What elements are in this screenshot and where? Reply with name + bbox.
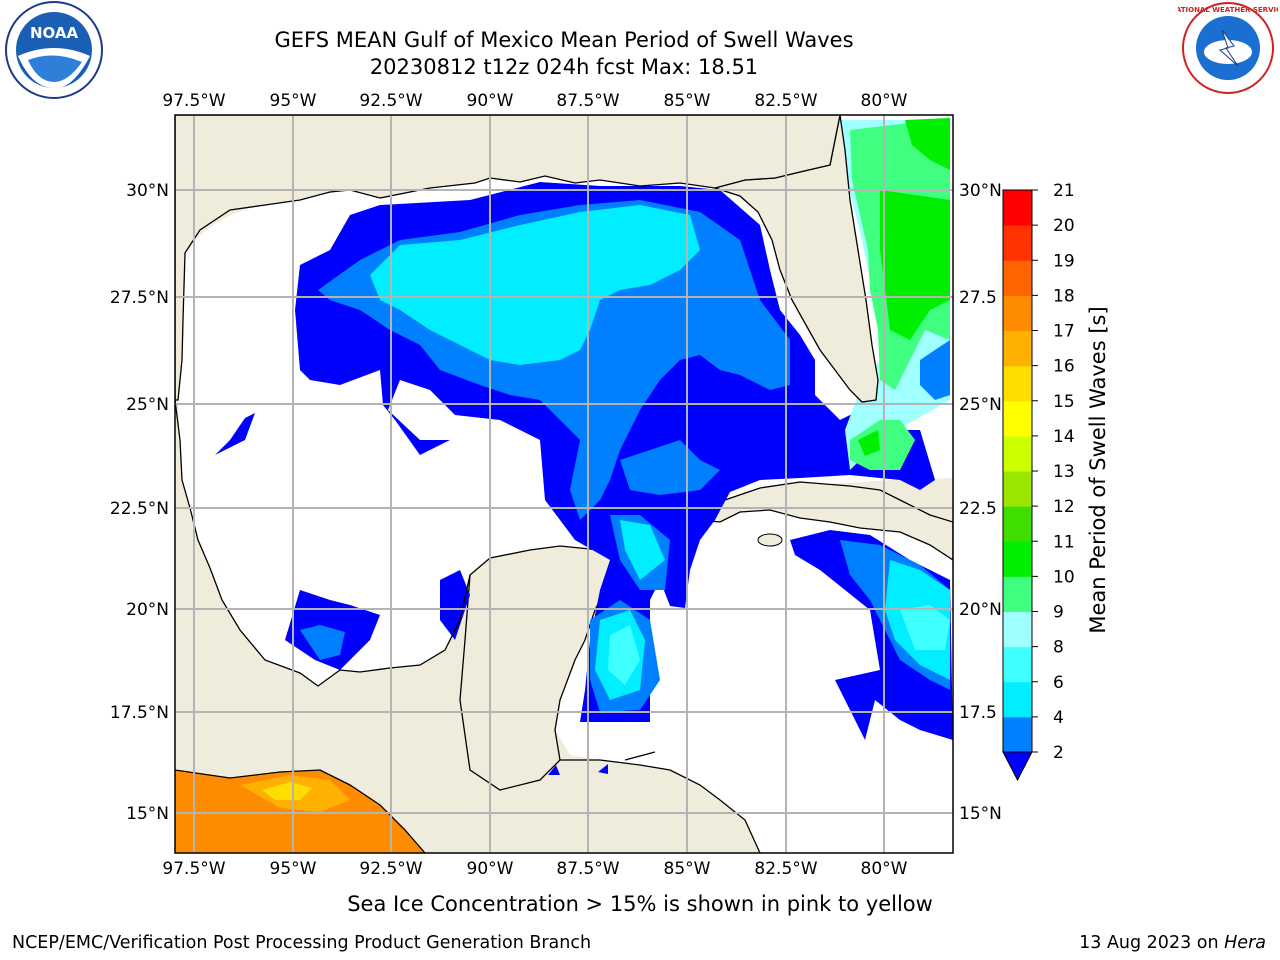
- colorbar-tick-label: 4: [1053, 708, 1064, 728]
- colorbar-tick-label: 2: [1053, 743, 1064, 763]
- colorbar-tick-label: 6: [1053, 673, 1064, 693]
- colorbar-tick-label: 11: [1053, 532, 1075, 552]
- lon-label-top: 82.5°W: [754, 91, 817, 111]
- lon-label-bottom: 95°W: [270, 859, 317, 879]
- lon-label-top: 95°W: [270, 91, 317, 111]
- us-gulf-coast: [175, 115, 841, 401]
- colorbar-segment: [1003, 716, 1032, 753]
- lat-label-right: 20°N: [959, 600, 1002, 620]
- colorbar-tick-label: 19: [1053, 251, 1075, 271]
- chart-subtitle: 20230812 t12z 024h fcst Max: 18.51: [369, 55, 759, 79]
- colorbar-label: Mean Period of Swell Waves [s]: [1086, 306, 1110, 633]
- lat-label-left: 15°N: [126, 804, 169, 824]
- lon-label-bottom: 97.5°W: [162, 859, 225, 879]
- colorbar-tick-label: 8: [1053, 638, 1064, 658]
- colorbar-segment: [1003, 611, 1032, 648]
- host-name: Hera: [1224, 933, 1266, 953]
- colorbar-segment: [1003, 295, 1032, 331]
- colorbar-tick-label: 16: [1053, 357, 1075, 377]
- credit-left: NCEP/EMC/Verification Post Processing Pr…: [12, 933, 592, 953]
- map-panel: [175, 115, 953, 853]
- colorbar-segment: [1003, 365, 1032, 402]
- lat-label-left: 30°N: [126, 181, 169, 201]
- lat-label-right: 17.5: [959, 703, 997, 723]
- lon-label-bottom: 85°W: [664, 859, 711, 879]
- nws-logo: NATIONAL WEATHER SERVICE: [1178, 2, 1278, 94]
- colorbar-segment: [1003, 400, 1032, 437]
- colorbar-tick-label: 14: [1053, 427, 1075, 447]
- lon-label-top: 85°W: [664, 91, 711, 111]
- colorbar-segment: [1003, 190, 1032, 226]
- colorbar-segment: [1003, 506, 1032, 542]
- colorbar-segment: [1003, 330, 1032, 367]
- colorbar-segment: [1003, 225, 1032, 261]
- colorbar: 2 4 6 8 9 10 11 12 13 14 15 16 17 18 19 20 21: [1002, 181, 1075, 782]
- colorbar-tick-label: 13: [1053, 462, 1075, 482]
- colorbar-tick-label: 17: [1053, 322, 1075, 342]
- colorbar-tick-label: 10: [1053, 567, 1075, 587]
- lat-label-left: 22.5°N: [110, 499, 169, 519]
- noaa-logo-text: NOAA: [30, 24, 79, 42]
- credit-right: 13 Aug 2023 on Hera: [1079, 933, 1266, 953]
- central-america-coast: [175, 769, 426, 853]
- lon-label-top: 87.5°W: [556, 91, 619, 111]
- nws-logo-text: NATIONAL WEATHER SERVICE: [1178, 6, 1278, 14]
- colorbar-segment: [1003, 681, 1032, 718]
- lon-label-top: 97.5°W: [162, 91, 225, 111]
- axis-labels: 97.5°W 95°W 92.5°W 90°W 87.5°W 85°W 82.5…: [110, 91, 1002, 879]
- colorbar-segment: [1003, 435, 1032, 472]
- yucatan: [459, 545, 621, 791]
- cuba: [698, 481, 953, 561]
- graticule: [175, 115, 953, 853]
- lat-label-right: 25°N: [959, 395, 1002, 415]
- date-text: 13 Aug 2023 on: [1079, 933, 1225, 953]
- colorbar-tick-label: 20: [1053, 216, 1075, 236]
- colorbar-tick-label: 15: [1053, 392, 1075, 412]
- lat-label-left: 17.5°N: [110, 703, 169, 723]
- footnote: Sea Ice Concentration > 15% is shown in …: [347, 892, 933, 916]
- colorbar-segment: [1003, 646, 1032, 683]
- lon-label-top: 92.5°W: [359, 91, 422, 111]
- colorbar-segment: [1003, 541, 1032, 577]
- colorbar-segment: [1003, 471, 1032, 507]
- lat-label-left: 25°N: [126, 395, 169, 415]
- noaa-logo: NOAA: [5, 1, 103, 99]
- lat-label-right: 27.5: [959, 288, 997, 308]
- lat-label-left: 20°N: [126, 600, 169, 620]
- lon-label-bottom: 92.5°W: [359, 859, 422, 879]
- pacific-ocean: [175, 770, 425, 853]
- lon-label-bottom: 87.5°W: [556, 859, 619, 879]
- lat-label-right: 22.5: [959, 499, 997, 519]
- map-frame: [174, 114, 954, 854]
- lon-label-bottom: 90°W: [467, 859, 514, 879]
- map-figure: 97.5°W 95°W 92.5°W 90°W 87.5°W 85°W 82.5…: [110, 91, 1110, 879]
- lat-label-right: 30°N: [959, 181, 1002, 201]
- colorbar-segment: [1003, 260, 1032, 296]
- chart-title: GEFS MEAN Gulf of Mexico Mean Period of …: [274, 28, 854, 52]
- lat-label-left: 27.5°N: [110, 288, 169, 308]
- colorbar-extend-arrow: [1002, 751, 1033, 782]
- colorbar-segment: [1003, 576, 1032, 612]
- lon-label-top: 90°W: [467, 91, 514, 111]
- lon-label-bottom: 82.5°W: [754, 859, 817, 879]
- lat-label-right: 15°N: [959, 804, 1002, 824]
- colorbar-tick-label: 21: [1053, 181, 1075, 201]
- mexico-coast: [175, 399, 471, 687]
- lon-label-bottom: 80°W: [861, 859, 908, 879]
- colorbar-tick-label: 12: [1053, 497, 1075, 517]
- colorbar-tick-label: 9: [1053, 603, 1064, 623]
- swell-field: [215, 118, 953, 775]
- lon-label-top: 80°W: [861, 91, 908, 111]
- colorbar-tick-label: 18: [1053, 286, 1075, 306]
